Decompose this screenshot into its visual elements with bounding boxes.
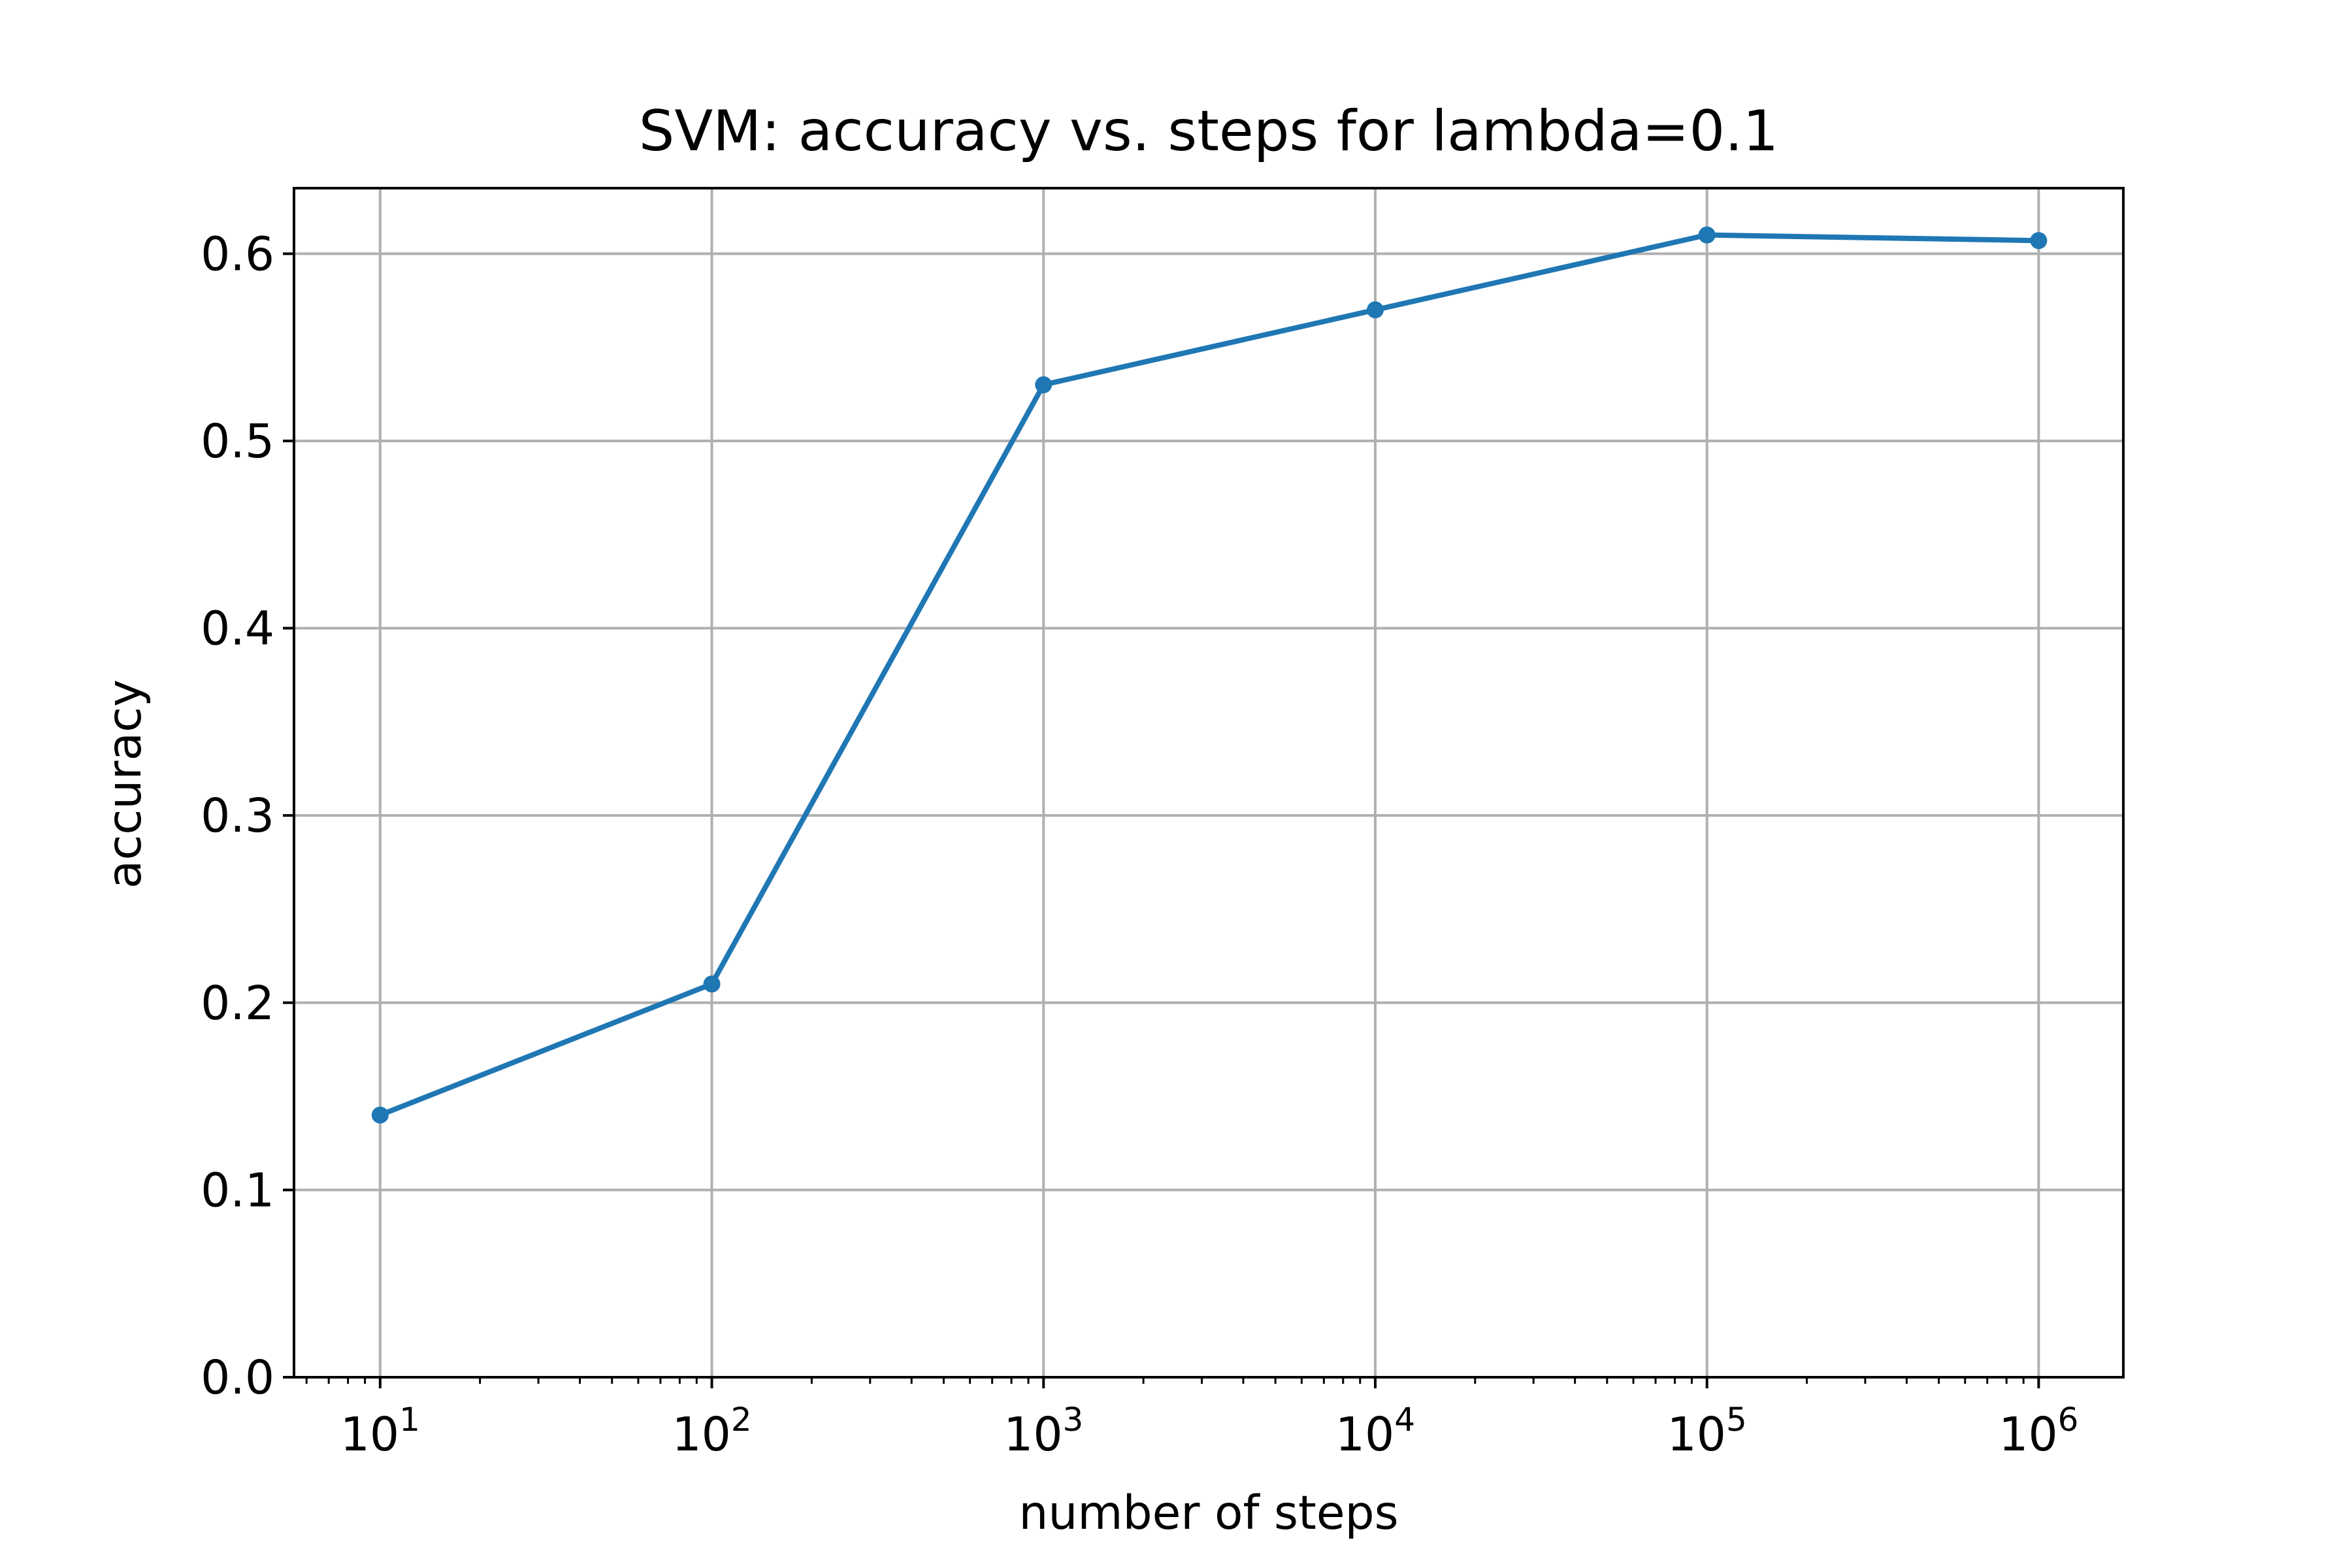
ticks [283, 252, 2040, 1388]
series-line [376, 232, 2042, 1119]
y-tick-label: 0.1 [201, 1163, 274, 1217]
x-tick-label: 102 [672, 1401, 751, 1462]
grid [294, 188, 2123, 1379]
tick-labels: 101 102 103 104 105 106 0.0 0.1 0.2 0.3 0.4 0.5 0.6 [201, 227, 2078, 1462]
data-point [2030, 232, 2048, 250]
data-point [1035, 376, 1053, 393]
y-tick-label: 0.0 [201, 1350, 274, 1405]
data-point [371, 1106, 389, 1124]
x-axis-label: number of steps [1019, 1486, 1398, 1540]
chart-title: SVM: accuracy vs. steps for lambda=0.1 [639, 99, 1778, 164]
y-tick-label: 0.4 [201, 602, 274, 656]
x-tick-label: 103 [1004, 1401, 1083, 1462]
data-point [703, 975, 721, 993]
x-tick-label: 105 [1667, 1401, 1747, 1462]
data-point [1366, 301, 1384, 319]
plot-frame [293, 187, 2125, 1379]
x-tick-label: 106 [1999, 1401, 2078, 1462]
y-tick-label: 0.6 [201, 227, 274, 281]
y-tick-label: 0.5 [201, 414, 274, 468]
data-point [1698, 226, 1716, 244]
y-tick-label: 0.3 [201, 789, 274, 843]
x-tick-label: 101 [340, 1401, 420, 1462]
y-tick-label: 0.2 [201, 976, 274, 1030]
x-tick-label: 104 [1335, 1401, 1415, 1462]
series-layer [371, 226, 2048, 1124]
y-axis-label: accuracy [97, 679, 152, 889]
